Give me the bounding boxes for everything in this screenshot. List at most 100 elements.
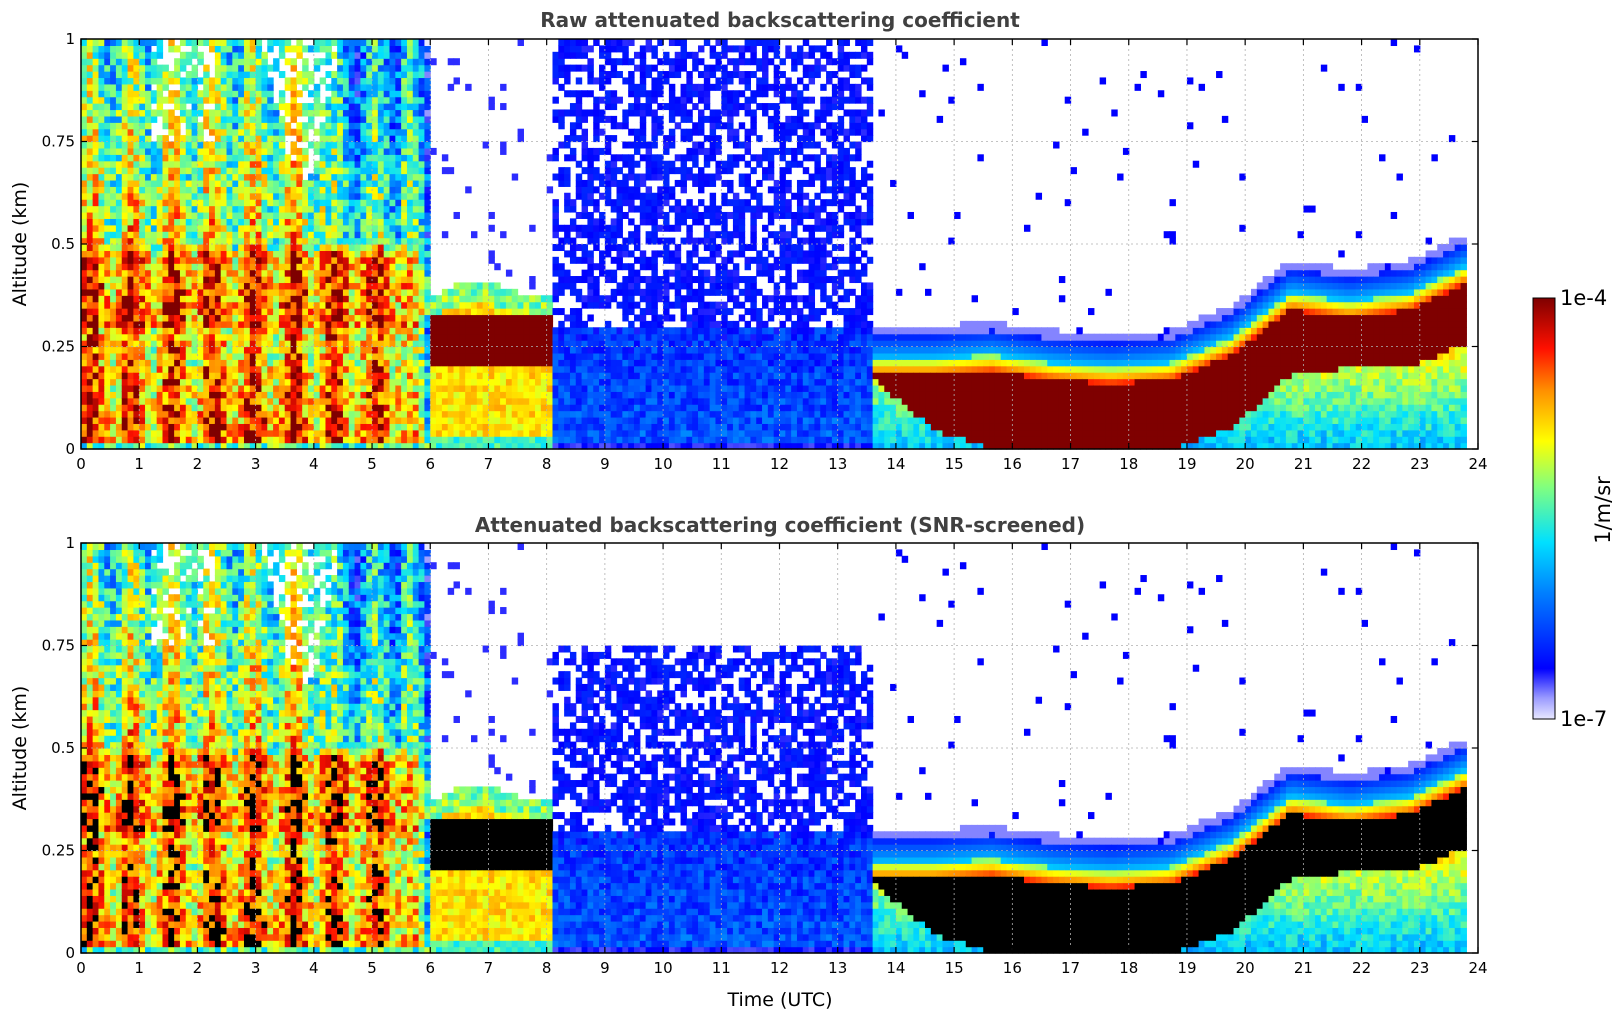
heatmap-cell [162, 154, 169, 162]
heatmap-cell [145, 96, 152, 104]
heatmap-cell [104, 423, 111, 431]
heatmap-cell [238, 314, 245, 322]
heatmap-cell [209, 237, 216, 245]
heatmap-cell [360, 416, 367, 424]
heatmap-cell [581, 340, 589, 348]
heatmap-cell [546, 186, 554, 194]
heatmap-cell [168, 314, 175, 322]
heatmap-cell [331, 282, 338, 290]
heatmap-cell [162, 160, 169, 168]
heatmap-cell [115, 39, 123, 47]
heatmap-cell [337, 436, 344, 444]
heatmap-cell [185, 96, 193, 104]
heatmap-cell [98, 263, 105, 271]
heatmap-cell [104, 327, 111, 335]
heatmap-cell [150, 192, 158, 200]
heatmap-cell [261, 237, 268, 245]
heatmap-cell [220, 282, 228, 290]
heatmap-cell [162, 64, 169, 72]
heatmap-cell [226, 295, 233, 303]
heatmap-cell [383, 397, 391, 405]
heatmap-cell [174, 90, 181, 98]
heatmap-cell [337, 167, 344, 175]
heatmap-cell [604, 160, 612, 168]
heatmap-cell [494, 397, 501, 405]
heatmap-cell [226, 352, 233, 360]
heatmap-cell [98, 397, 105, 405]
heatmap-cell [406, 314, 414, 322]
heatmap-cell [401, 276, 408, 284]
heatmap-cell [302, 179, 309, 187]
heatmap-cell [249, 340, 257, 348]
heatmap-cell [214, 109, 222, 117]
heatmap-cell [319, 288, 327, 296]
heatmap-cell [558, 115, 565, 123]
heatmap-cell [243, 372, 251, 380]
heatmap-cell [465, 340, 472, 348]
heatmap-cell [389, 211, 396, 219]
heatmap-cell [633, 442, 641, 450]
heatmap-cell [174, 154, 181, 162]
heatmap-cell [348, 404, 356, 412]
heatmap-cell [197, 308, 204, 316]
heatmap-cell [191, 359, 199, 367]
heatmap-cell [372, 51, 379, 59]
heatmap-cell [226, 384, 233, 392]
heatmap-cell [110, 224, 117, 232]
heatmap-cell [372, 64, 379, 72]
heatmap-cell [86, 39, 94, 47]
heatmap-cell [121, 167, 129, 175]
heatmap-cell [360, 211, 367, 219]
heatmap-cell [232, 90, 239, 98]
heatmap-cell [482, 288, 490, 296]
heatmap-cell [395, 416, 402, 424]
heatmap-cell [599, 250, 606, 258]
heatmap-cell [342, 288, 350, 296]
heatmap-cell [331, 90, 338, 98]
heatmap-cell [145, 103, 152, 111]
heatmap-cell [430, 346, 437, 354]
heatmap-cell [110, 244, 117, 252]
heatmap-cell [406, 77, 414, 85]
heatmap-cell [150, 218, 158, 226]
heatmap-cell [145, 416, 152, 424]
heatmap-cell [185, 301, 193, 309]
heatmap-cell [284, 308, 292, 316]
heatmap-cell [209, 244, 216, 252]
heatmap-cell [360, 199, 367, 207]
heatmap-cell [296, 314, 303, 322]
heatmap-cell [354, 269, 361, 277]
heatmap-cell [249, 211, 257, 219]
heatmap-cell [465, 359, 472, 367]
heatmap-cell [587, 295, 594, 303]
heatmap-cell [337, 96, 344, 104]
heatmap-cell [284, 397, 292, 405]
heatmap-cell [401, 256, 408, 264]
heatmap-cell [412, 301, 420, 309]
heatmap-cell [389, 378, 396, 386]
heatmap-cell [203, 320, 210, 328]
heatmap-cell [401, 90, 408, 98]
heatmap-cell [441, 288, 449, 296]
heatmap-cell [278, 340, 286, 348]
heatmap-cell [278, 90, 286, 98]
heatmap-cell [389, 71, 396, 79]
heatmap-cell [278, 39, 286, 47]
heatmap-cell [476, 372, 484, 380]
heatmap-cell [587, 346, 594, 354]
heatmap-cell [354, 141, 361, 149]
heatmap-cell [319, 77, 327, 85]
heatmap-cell [604, 115, 612, 123]
heatmap-cell [453, 352, 460, 360]
heatmap-cell [459, 327, 466, 335]
heatmap-cell [98, 167, 105, 175]
heatmap-cell [168, 263, 175, 271]
heatmap-cell [412, 122, 420, 130]
heatmap-cell [313, 237, 321, 245]
heatmap-cell [424, 218, 431, 226]
heatmap-cell [238, 384, 245, 392]
heatmap-cell [104, 128, 111, 136]
heatmap-cell [500, 429, 507, 437]
heatmap-cell [406, 173, 414, 181]
heatmap-cell [139, 109, 146, 117]
